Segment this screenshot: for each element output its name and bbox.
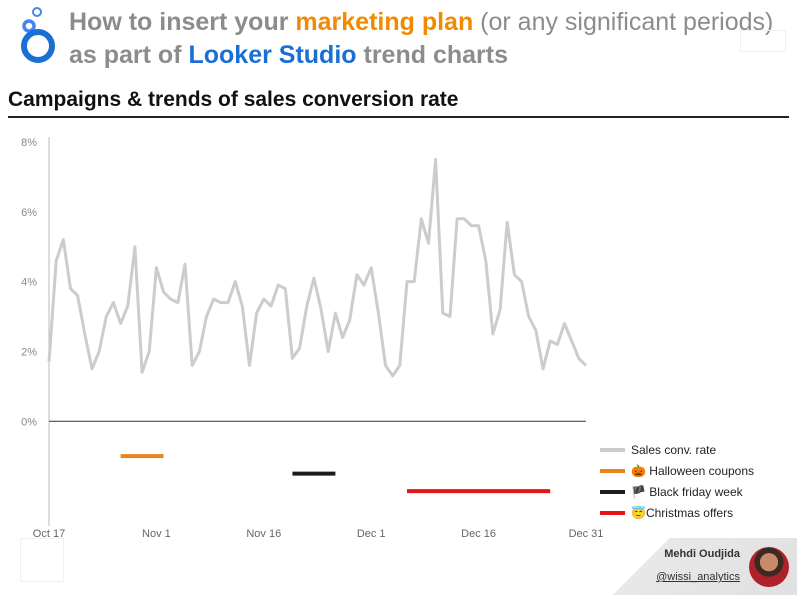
y-tick-label: 8%: [21, 137, 37, 149]
avatar: [749, 547, 789, 587]
looker-studio-logo-icon: [21, 7, 55, 63]
headline-line-1: How to insert your marketing plan (or an…: [69, 6, 789, 39]
author-handle-link[interactable]: @wissi_analytics: [656, 571, 740, 583]
page-headline: How to insert your marketing plan (or an…: [69, 6, 789, 72]
series-line-sales-conv-rate: [47, 158, 588, 378]
header: How to insert your marketing plan (or an…: [0, 0, 797, 80]
legend-entry: Sales conv. rate: [631, 443, 716, 457]
x-tick-label: Dec 16: [461, 528, 496, 540]
headline-text: (or any significant periods): [473, 8, 774, 36]
watermark: [740, 30, 786, 52]
campaign-periods: [120, 454, 551, 494]
chart-title: Campaigns & trends of sales conversion r…: [8, 88, 459, 111]
y-axis: 0% 2% 4% 6% 8%: [21, 137, 586, 526]
legend-entry: 😇Christmas offers: [631, 505, 733, 520]
y-tick-label: 0%: [21, 416, 37, 428]
x-tick-label: Oct 17: [33, 528, 65, 540]
x-tick-label: Dec 31: [569, 528, 604, 540]
headline-highlight-looker-studio: Looker Studio: [188, 41, 357, 69]
x-tick-label: Nov 16: [246, 528, 281, 540]
legend-entry: 🎃 Halloween coupons: [631, 464, 754, 478]
watermark: [20, 538, 64, 582]
y-tick-label: 4%: [21, 277, 37, 289]
legend: Sales conv. rate 🎃 Halloween coupons 🏴 Bla…: [600, 443, 754, 520]
author-name: Mehdi Oudjida: [664, 548, 740, 560]
x-axis: Oct 17 Nov 1 Nov 16 Dec 1 Dec 16 Dec 31: [33, 528, 604, 540]
headline-text: trend charts: [356, 41, 508, 69]
x-tick-label: Nov 1: [142, 528, 171, 540]
trend-chart: 0% 2% 4% 6% 8% Oct 17 Nov 1 Nov 16 Dec 1 Dec 16 D…: [21, 137, 754, 540]
title-divider: [8, 116, 789, 118]
headline-line-2: as part of Looker Studio trend charts: [69, 39, 789, 72]
y-tick-label: 6%: [21, 207, 37, 219]
legend-entry: 🏴 Black friday week: [631, 484, 744, 499]
series-lines: [47, 158, 588, 378]
headline-highlight-marketing-plan: marketing plan: [295, 8, 474, 36]
y-tick-label: 2%: [21, 346, 37, 358]
headline-text: How to insert your: [69, 8, 296, 36]
headline-text: as part of: [69, 41, 189, 69]
x-tick-label: Dec 1: [357, 528, 386, 540]
